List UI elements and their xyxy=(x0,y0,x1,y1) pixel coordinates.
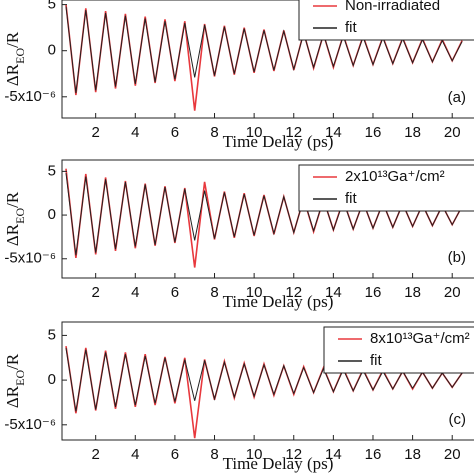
plot-area xyxy=(65,345,463,439)
y-axis-label: ΔREO/R xyxy=(3,31,27,86)
legend-box xyxy=(298,164,474,212)
plot-area xyxy=(65,4,463,111)
y-tick-label: 5 xyxy=(48,162,56,179)
y-axis-label: ΔREO/R xyxy=(3,191,27,246)
y-tick-label: 0 xyxy=(48,371,56,388)
x-tick-label: 4 xyxy=(131,124,139,141)
x-tick-label: 12 xyxy=(285,284,302,301)
data-line xyxy=(65,6,463,94)
legend-label: fit xyxy=(345,19,358,36)
y-axis-label-part: /R xyxy=(3,31,22,48)
y-axis-label-part: EO xyxy=(13,48,27,64)
data-line xyxy=(65,347,463,412)
x-tick-label: 12 xyxy=(285,446,302,463)
x-tick-label: 20 xyxy=(444,446,461,463)
x-tick-label: 18 xyxy=(404,284,421,301)
y-axis-label-part: /R xyxy=(3,353,22,370)
y-tick-label: 0 xyxy=(48,42,56,59)
legend-label: 8x10¹³Ga⁺/cm² xyxy=(370,330,470,347)
y-tick-label: 5 xyxy=(48,0,56,13)
x-tick-label: 12 xyxy=(285,124,302,141)
x-tick-label: 6 xyxy=(171,124,179,141)
x-tick-label: 10 xyxy=(246,446,263,463)
plot-frame xyxy=(61,159,474,279)
plot-frame xyxy=(61,0,474,119)
y-tick-label: 0 xyxy=(48,206,56,223)
x-tick-label: 8 xyxy=(210,284,218,301)
x-tick-label: 20 xyxy=(444,124,461,141)
y-axis-label-part: /R xyxy=(3,191,22,208)
x-tick-label: 10 xyxy=(246,124,263,141)
x-tick-label: 20 xyxy=(444,284,461,301)
x-tick-label: 2 xyxy=(92,124,100,141)
x-tick-label: 4 xyxy=(131,446,139,463)
data-line xyxy=(65,173,463,256)
y-axis-label-part: EO xyxy=(13,370,27,386)
x-tick-label: 6 xyxy=(171,446,179,463)
x-tick-label: 14 xyxy=(325,284,342,301)
x-tick-label: 16 xyxy=(365,124,382,141)
y-tick-label: 5 xyxy=(48,326,56,343)
panel-label: (b) xyxy=(448,249,466,266)
legend-box xyxy=(323,326,474,374)
x-axis-label: Time Delay (ps) xyxy=(223,292,334,311)
x-tick-label: 8 xyxy=(210,446,218,463)
legend-label: fit xyxy=(370,352,383,369)
x-tick-label: 18 xyxy=(404,124,421,141)
y-axis-label: ΔREO/R xyxy=(3,353,27,408)
x-tick-label: 8 xyxy=(210,124,218,141)
x-tick-label: 16 xyxy=(365,446,382,463)
y-axis-label-part: ΔR xyxy=(3,63,22,86)
y-tick-label: -5x10⁻⁶ xyxy=(4,88,56,105)
x-tick-label: 2 xyxy=(92,284,100,301)
panel-label: (a) xyxy=(448,89,466,106)
y-axis-label-part: ΔR xyxy=(3,223,22,246)
y-axis-label-part: EO xyxy=(13,208,27,224)
legend-label: 2x10¹³Ga⁺/cm² xyxy=(345,168,445,185)
x-tick-label: 10 xyxy=(246,284,263,301)
x-tick-label: 4 xyxy=(131,284,139,301)
x-tick-label: 6 xyxy=(171,284,179,301)
legend-label: fit xyxy=(345,190,358,207)
legend-label: Non-irradiated xyxy=(345,0,440,14)
x-tick-label: 2 xyxy=(92,446,100,463)
y-tick-label: -5x10⁻⁶ xyxy=(4,250,56,267)
y-tick-label: -5x10⁻⁶ xyxy=(4,416,56,433)
x-tick-label: 14 xyxy=(325,124,342,141)
x-axis-label: Time Delay (ps) xyxy=(223,454,334,473)
plot-area xyxy=(65,168,463,268)
x-tick-label: 16 xyxy=(365,284,382,301)
panel: 2 4 6 8 10 12 14 16 18 20 -5x10⁻⁶ 0 5 Time Delay (ps)… xyxy=(3,0,474,151)
panel-label: (c) xyxy=(449,411,467,428)
y-axis-label-part: ΔR xyxy=(3,385,22,408)
x-axis-label: Time Delay (ps) xyxy=(223,132,334,151)
panel: 2 4 6 8 10 12 14 16 18 20 -5x10⁻⁶ 0 5 Time Delay (ps)… xyxy=(3,159,474,311)
plot-frame xyxy=(61,321,474,441)
panel: 2 4 6 8 10 12 14 16 18 20 -5x10⁻⁶ 0 5 Time Delay (ps)… xyxy=(3,321,474,473)
x-tick-label: 18 xyxy=(404,446,421,463)
x-tick-label: 14 xyxy=(325,446,342,463)
